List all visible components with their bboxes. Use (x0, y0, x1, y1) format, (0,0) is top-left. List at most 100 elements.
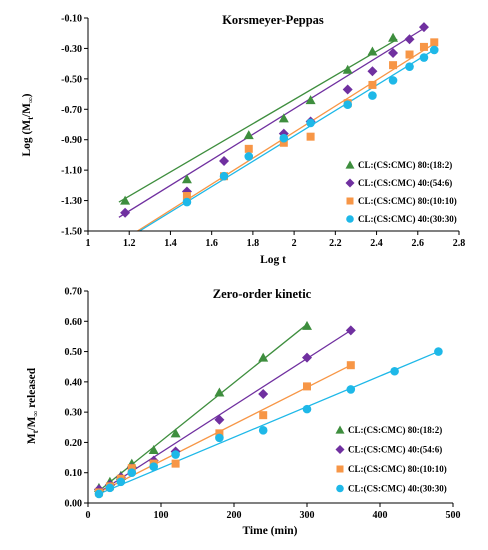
y-tick-label: -1.50 (61, 227, 82, 238)
data-point (279, 133, 289, 143)
x-tick-label: 1.6 (205, 238, 218, 249)
data-point (120, 207, 131, 218)
x-axis-label: Time (min) (242, 525, 297, 537)
x-tick-label: 100 (154, 510, 169, 521)
data-point (116, 477, 126, 487)
legend-marker (336, 484, 344, 493)
data-point (215, 429, 224, 438)
y-tick-label: 0.20 (65, 438, 83, 449)
y-axis-label: Log (Mt/M∞) (21, 93, 35, 156)
data-point (305, 95, 316, 105)
y-tick-label: 0.60 (65, 317, 83, 328)
trendline (98, 364, 352, 493)
data-point (302, 352, 312, 363)
y-label-mid: /M (26, 416, 38, 431)
data-point (342, 84, 353, 95)
x-tick-label: 200 (227, 510, 242, 521)
data-point (430, 38, 439, 47)
y-tick-label: 0.00 (65, 499, 83, 510)
x-axis-label: Log t (260, 254, 286, 266)
data-point (303, 382, 311, 391)
y-tick-label: -1.10 (61, 166, 82, 177)
data-point (419, 53, 429, 62)
data-point (388, 76, 398, 85)
data-point (171, 450, 180, 459)
data-point (181, 174, 192, 184)
data-point (105, 483, 115, 493)
y-label-sub-t: t (31, 430, 40, 433)
x-tick-label: 2.2 (329, 238, 342, 249)
data-point (120, 195, 131, 205)
x-tick-label: 400 (373, 510, 388, 521)
data-point (127, 468, 137, 478)
data-point (302, 320, 312, 330)
data-point (94, 489, 104, 499)
y-label-main: Log (M (21, 120, 33, 157)
legend-label: CL:(CS:CMC) 80:(18:2) (358, 160, 452, 170)
x-tick-label: 2.8 (453, 238, 466, 249)
data-point (345, 325, 356, 336)
legend-marker (335, 425, 345, 434)
data-point (368, 80, 377, 89)
legend: CL:(CS:CMC) 80:(18:2) CL:(CS:CMC) 40:(54:… (335, 425, 447, 494)
trendline (118, 38, 398, 203)
x-tick-label: 1.8 (247, 238, 260, 249)
y-tick-label: -0.90 (61, 135, 82, 146)
x-tick-label: 2.6 (412, 238, 425, 249)
y-axis-label: Mt/M∞ released (26, 367, 40, 444)
data-point (390, 366, 399, 376)
data-point (214, 387, 225, 397)
x-tick-label: 1 (86, 238, 91, 249)
y-label-end: released (26, 367, 38, 411)
chart-title: Korsmeyer-Peppas (222, 13, 324, 27)
legend-label: CL:(CS:CMC) 80:(10:10) (348, 464, 447, 474)
data-point (346, 385, 356, 394)
legend-label: CL:(CS:CMC) 40:(54:6) (348, 445, 442, 455)
data-point (368, 91, 377, 100)
data-point (279, 138, 288, 147)
data-point (388, 32, 399, 42)
data-point (306, 132, 315, 141)
x-tick-label: 500 (446, 510, 461, 521)
data-point (171, 459, 180, 468)
data-point (346, 361, 355, 370)
data-point (244, 144, 253, 153)
data-point (149, 462, 158, 471)
data-point (170, 428, 181, 438)
x-tick-label: 300 (300, 510, 315, 521)
legend-label: CL:(CS:CMC) 80:(10:10) (358, 196, 457, 206)
legend-label: CL:(CS:CMC) 40:(54:6) (358, 178, 452, 188)
y-tick-label: -0.30 (61, 44, 82, 55)
y-label-sub-t: t (26, 117, 35, 120)
data-point (343, 100, 353, 110)
legend-label: CL:(CS:CMC) 80:(18:2) (348, 425, 442, 435)
y-tick-label: 0.30 (65, 408, 83, 419)
data-points (120, 22, 439, 218)
y-label-sub-inf: ∞ (31, 411, 40, 417)
y-tick-label: 0.50 (65, 347, 83, 358)
x-tick-label: 2 (292, 238, 297, 249)
data-point (434, 347, 443, 356)
zero-order-chart: Zero-order kinetic 0 100 200 300 400 500 0.00… (26, 287, 461, 538)
data-point (259, 411, 268, 420)
data-point (404, 34, 415, 45)
y-ticks: -1.50 -1.30 -1.10 -0.90 -0.70 -0.50 -0.30 -0.10 (61, 14, 88, 238)
data-point (258, 388, 269, 399)
data-point (405, 62, 414, 71)
data-point (215, 433, 224, 443)
data-point (258, 352, 269, 362)
data-point (258, 426, 268, 435)
y-label-sub-inf: ∞ (26, 97, 35, 103)
data-point (182, 197, 192, 207)
y-tick-label: 0.10 (65, 468, 83, 479)
data-point (182, 192, 191, 201)
legend-marker (346, 215, 354, 223)
data-point (214, 414, 225, 425)
data-point (302, 404, 312, 414)
chart-title: Zero-order kinetic (213, 287, 312, 301)
data-point (219, 171, 229, 181)
data-point (306, 118, 315, 128)
y-tick-label: -0.10 (61, 14, 82, 25)
data-point (342, 64, 353, 74)
